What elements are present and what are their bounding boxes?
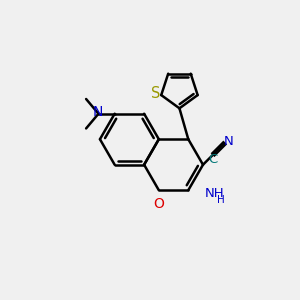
Text: C: C [209, 153, 218, 166]
Text: H: H [218, 195, 225, 205]
Text: NH: NH [205, 187, 224, 200]
Text: O: O [153, 197, 164, 211]
Text: N: N [93, 105, 103, 119]
Text: N: N [224, 135, 234, 148]
Text: S: S [151, 86, 160, 101]
